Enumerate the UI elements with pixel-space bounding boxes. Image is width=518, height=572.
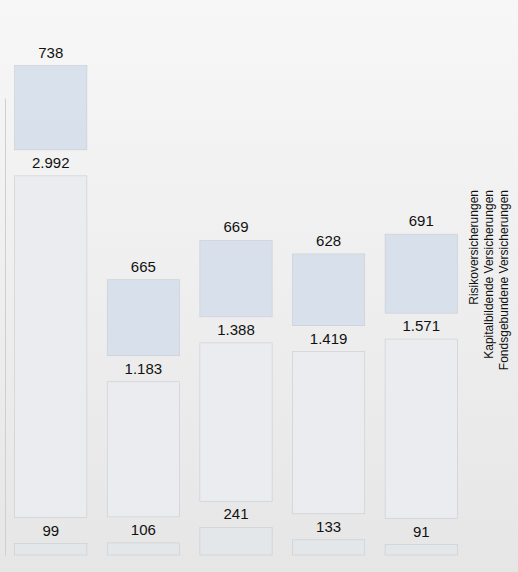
data-label: 628	[316, 232, 341, 249]
legend-entry: Risikoversicherungen	[467, 190, 481, 305]
data-label: 738	[38, 44, 63, 61]
data-label: 241	[223, 505, 248, 522]
bar-segment	[200, 240, 272, 316]
bar-segment	[385, 545, 457, 555]
bar-segment	[200, 343, 272, 502]
data-label: 99	[42, 522, 59, 539]
bar-segment	[293, 540, 365, 555]
background	[0, 0, 518, 572]
data-label: 1.419	[310, 330, 348, 347]
bar-segment	[200, 527, 272, 555]
y-axis-line	[5, 99, 6, 556]
data-label: 1.388	[217, 321, 255, 338]
chart: 99 2.992 738 106 1.183 665 241 1.388 669 133 1.419…	[0, 0, 518, 572]
y-axis	[5, 99, 6, 556]
data-label: 691	[409, 212, 434, 229]
bar-segment	[107, 280, 179, 356]
bar-segment	[293, 352, 365, 514]
bar-segment	[15, 66, 87, 150]
data-label: 2.992	[32, 154, 70, 171]
bar-segment	[385, 339, 457, 518]
legend: RisikoversicherungenKapitalbildende Vers…	[467, 190, 511, 370]
data-label: 665	[131, 258, 156, 275]
bar-segment	[15, 544, 87, 555]
data-label: 91	[413, 523, 430, 540]
bar-segment	[385, 234, 457, 313]
bar-segment	[15, 176, 87, 518]
data-labels: 99 2.992 738 106 1.183 665 241 1.388 669 133 1.419…	[32, 44, 440, 540]
bar-segment	[293, 254, 365, 326]
data-label: 669	[223, 218, 248, 235]
legend-entry: Kapitalbildende Versicherungen	[482, 190, 496, 359]
legend-entry: Fondsgebundene Versicherungen	[497, 190, 511, 370]
bar-segment	[107, 543, 179, 555]
data-label: 1.183	[125, 360, 163, 377]
data-label: 106	[131, 521, 156, 538]
bar-segment	[107, 382, 179, 517]
data-label: 1.571	[402, 317, 440, 334]
bars	[15, 66, 458, 555]
data-label: 133	[316, 518, 341, 535]
